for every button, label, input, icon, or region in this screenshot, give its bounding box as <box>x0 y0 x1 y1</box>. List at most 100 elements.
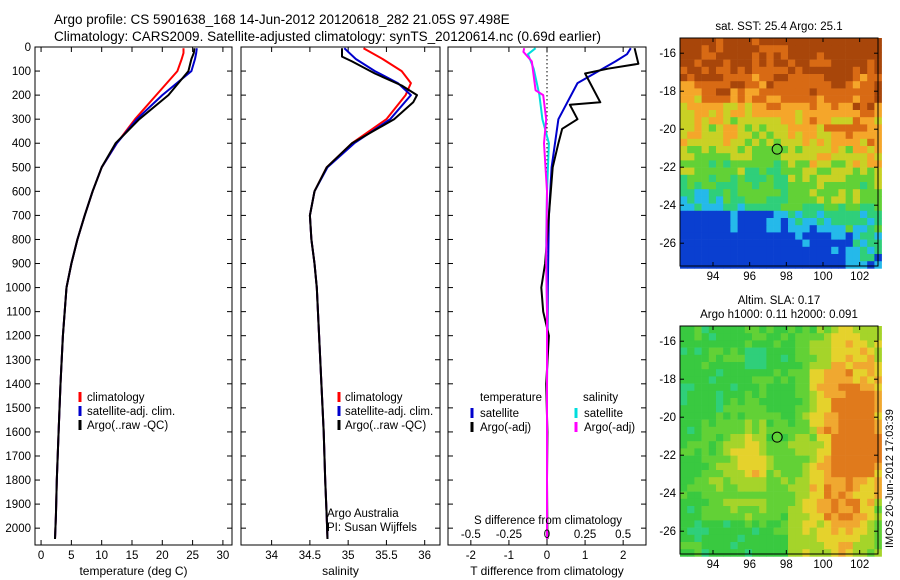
heatmap-cell <box>867 333 875 341</box>
heatmap-cell <box>723 232 731 240</box>
heatmap-cell <box>737 542 746 550</box>
heatmap-cell <box>860 203 868 212</box>
heatmap-cell <box>723 110 731 118</box>
heatmap-cell <box>816 232 825 240</box>
heatmap-cell <box>802 340 810 348</box>
heatmap-cell <box>744 153 753 161</box>
heatmap-cell <box>766 117 774 125</box>
heatmap-cell <box>744 455 753 464</box>
heatmap-cell <box>687 491 695 500</box>
heatmap-cell <box>867 390 875 399</box>
heatmap-cell <box>809 498 818 507</box>
heatmap-cell <box>773 470 782 478</box>
heatmap-cell <box>752 225 760 233</box>
heatmap-cell <box>831 513 839 521</box>
heatmap-cell <box>723 326 731 334</box>
heatmap-cell <box>788 52 796 60</box>
heatmap-cell <box>831 196 839 204</box>
heatmap-cell <box>694 138 702 147</box>
heatmap-cell <box>867 131 875 140</box>
heatmap-cell <box>831 527 839 536</box>
heatmap-cell <box>723 412 731 420</box>
heatmap-cell <box>802 506 810 514</box>
heatmap-cell <box>780 347 789 356</box>
heatmap-cell <box>780 203 789 212</box>
heatmap-cell <box>773 347 782 356</box>
heatmap-cell <box>824 146 832 154</box>
heatmap-cell <box>867 369 875 377</box>
y-tick-label: -24 <box>659 200 676 212</box>
heatmap-cell <box>687 534 695 543</box>
heatmap-cell <box>716 376 724 384</box>
heatmap-cell <box>780 534 789 543</box>
y-tick-label: -22 <box>659 450 676 462</box>
heatmap-cell <box>838 38 846 46</box>
heatmap-cell <box>773 117 782 125</box>
heatmap-cell <box>816 369 825 377</box>
heatmap-cell <box>795 124 803 132</box>
heatmap-cell <box>744 534 753 543</box>
heatmap-cell <box>680 254 688 262</box>
heatmap-cell <box>867 347 875 356</box>
heatmap-cell <box>737 66 746 75</box>
heatmap-cell <box>737 182 746 190</box>
heatmap-cell <box>809 354 818 363</box>
heatmap-cell <box>759 232 767 240</box>
heatmap-cell <box>694 491 702 500</box>
heatmap-cell <box>752 45 760 53</box>
heatmap-cell <box>694 102 702 111</box>
heatmap-cell <box>730 88 738 96</box>
heatmap-cell <box>809 462 818 471</box>
heatmap-cell <box>773 549 782 557</box>
heatmap-cell <box>737 369 746 377</box>
heatmap-cell <box>802 203 810 212</box>
heatmap-cell <box>809 117 818 125</box>
heatmap-cell <box>723 549 731 557</box>
heatmap-cell <box>730 210 738 219</box>
heatmap-cell <box>694 369 702 377</box>
heatmap-cell <box>766 210 774 219</box>
heatmap-cell <box>845 419 854 428</box>
heatmap-cell <box>759 66 767 75</box>
heatmap-cell <box>773 203 782 212</box>
heatmap-cell <box>780 376 789 384</box>
heatmap-cell <box>802 167 810 176</box>
heatmap-cell <box>744 261 753 269</box>
heatmap-cell <box>694 347 702 356</box>
heatmap-cell <box>744 189 753 197</box>
heatmap-cell <box>680 95 688 104</box>
heatmap-cell <box>780 426 789 435</box>
heatmap-cell <box>795 74 803 82</box>
heatmap-cell <box>831 95 839 104</box>
heatmap-cell <box>766 383 774 392</box>
heatmap-cell <box>867 146 875 154</box>
heatmap-cell <box>737 534 746 543</box>
panel-salinity: 34 34.5 35 35.5 36salinityclimatologysatelli… <box>240 46 441 578</box>
heatmap-cell <box>680 74 688 82</box>
heatmap-cell <box>809 160 818 168</box>
heatmap-cell <box>809 542 818 550</box>
heatmap-cell <box>723 160 731 168</box>
heatmap-cell <box>802 326 810 334</box>
heatmap-cell <box>708 66 717 75</box>
heatmap-cell <box>780 232 789 240</box>
heatmap-cell <box>816 45 825 53</box>
heatmap-cell <box>816 261 825 269</box>
heatmap-cell <box>766 160 774 168</box>
heatmap-cell <box>716 434 724 442</box>
heatmap-cell <box>867 441 875 449</box>
heatmap-cell <box>802 362 810 370</box>
heatmap-cell <box>766 232 774 240</box>
heatmap-cell <box>730 354 738 363</box>
heatmap-cell <box>737 59 746 68</box>
heatmap-cell <box>838 477 846 485</box>
heatmap-cell <box>788 45 796 53</box>
heatmap-cell <box>723 254 731 262</box>
top-axis-tick-label: 0.25 <box>574 529 596 541</box>
x-axis-label: temperature (deg C) <box>79 564 187 578</box>
heatmap-cell <box>730 196 738 204</box>
heatmap-cell <box>852 239 861 248</box>
heatmap-cell <box>816 138 825 147</box>
heatmap-cell <box>802 441 810 449</box>
heatmap-cell <box>838 326 846 334</box>
